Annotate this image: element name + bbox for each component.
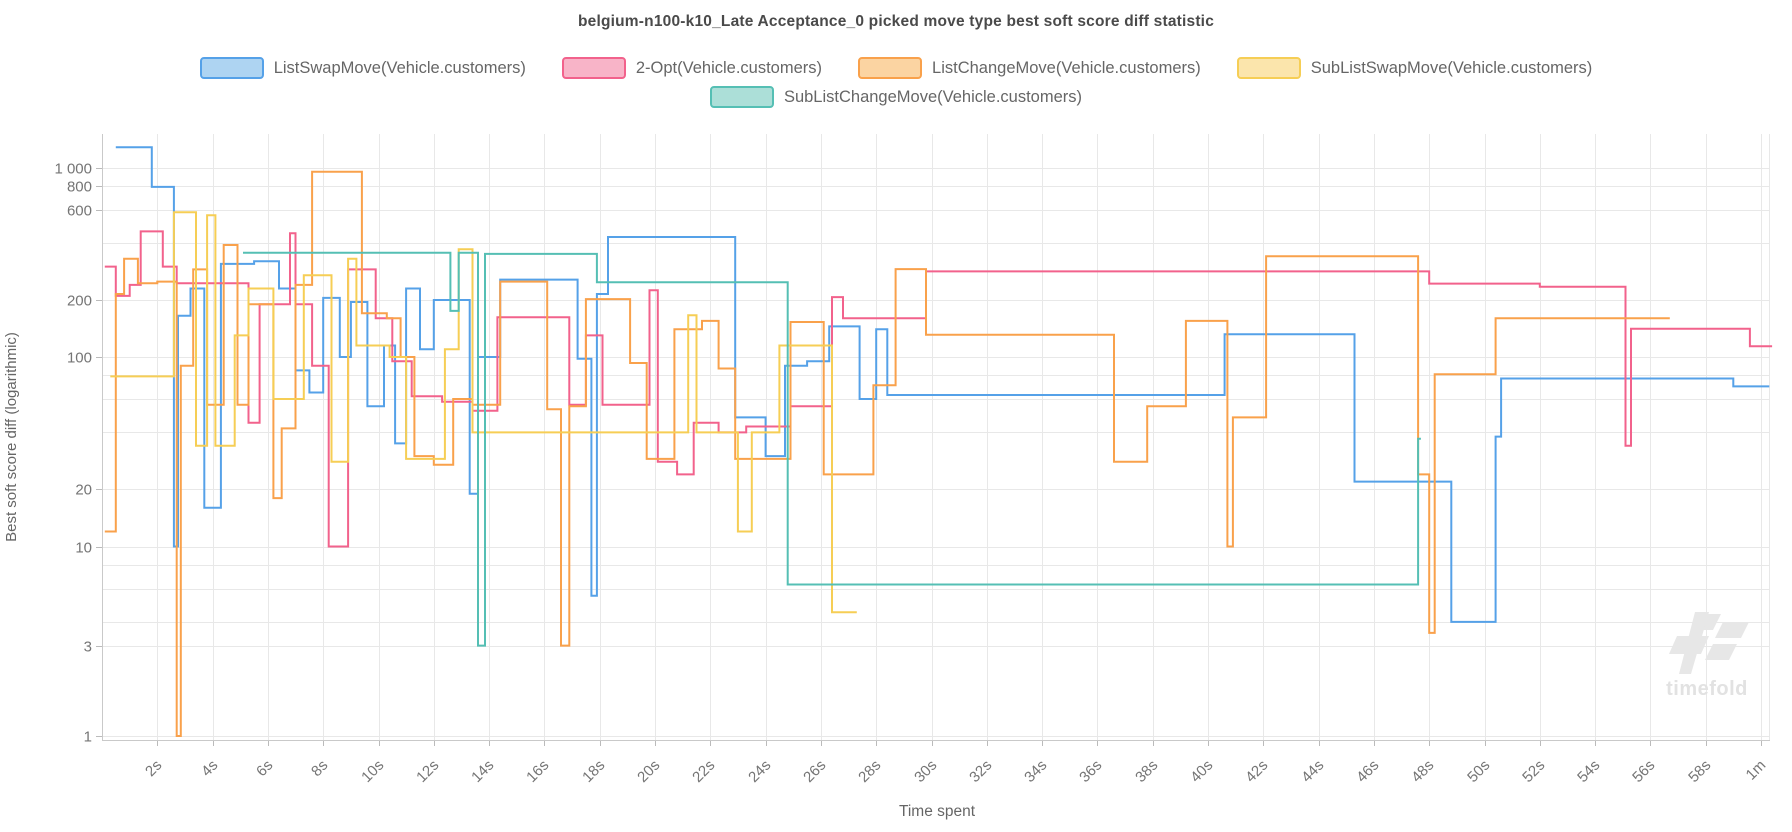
x-tick-label: 14s: [468, 757, 497, 786]
x-tick-label: 34s: [1021, 757, 1050, 786]
legend-item-0[interactable]: ListSwapMove(Vehicle.customers): [199, 57, 526, 79]
x-tick-label: 16s: [523, 757, 552, 786]
x-tick-label: 54s: [1574, 757, 1603, 786]
legend-item-label: SubListSwapMove(Vehicle.customers): [1310, 58, 1593, 77]
x-tick-label: 32s: [966, 757, 995, 786]
legend-item-4[interactable]: SubListChangeMove(Vehicle.customers): [709, 86, 1083, 108]
x-tick-label: 56s: [1629, 757, 1658, 786]
y-axis-title: Best soft score diff (logarithmic): [3, 332, 20, 542]
x-axis-title: Time spent: [899, 803, 976, 820]
y-tick-label: 1: [84, 729, 92, 746]
series-line-3: [110, 211, 857, 614]
legend-item-2[interactable]: ListChangeMove(Vehicle.customers): [858, 57, 1201, 79]
x-tick-label: 48s: [1408, 757, 1437, 786]
y-tick-label: 600: [67, 203, 92, 220]
legend-item-label: ListSwapMove(Vehicle.customers): [273, 58, 526, 77]
y-tick-label: 20: [75, 482, 92, 499]
axis-lines: [96, 134, 1770, 746]
series-line-0: [115, 146, 1770, 623]
x-tick-label: 44s: [1298, 757, 1327, 786]
x-tick-label: 8s: [308, 757, 331, 780]
legend-swatch-icon: [1236, 57, 1301, 79]
x-tick-label: 42s: [1242, 757, 1271, 786]
x-tick-label: 30s: [911, 757, 940, 786]
chart-title: belgium-n100-k10_Late Acceptance_0 picke…: [577, 13, 1215, 30]
legend-item-1[interactable]: 2-Opt(Vehicle.customers): [561, 57, 823, 79]
series-line-2: [104, 170, 1670, 737]
y-tick-label: 1 000: [54, 161, 92, 178]
x-tick-label: 20s: [634, 757, 663, 786]
x-tick-label: 36s: [1076, 757, 1105, 786]
y-tick-label: 800: [67, 179, 92, 196]
timefold-tf-logo-icon: [1669, 612, 1749, 674]
x-tick-label: 52s: [1519, 757, 1548, 786]
x-tick-label: 58s: [1685, 757, 1714, 786]
legend-swatch-icon: [709, 86, 774, 108]
x-tick-label: 10s: [358, 757, 387, 786]
x-tick-label: 22s: [689, 757, 718, 786]
legend-row-1: ListSwapMove(Vehicle.customers) 2-Opt(Veh…: [199, 57, 1593, 79]
x-tick-label: 6s: [253, 757, 276, 780]
x-tick-label: 24s: [745, 757, 774, 786]
x-tick-label: 2s: [142, 757, 165, 780]
gridlines: [102, 134, 1770, 740]
legend-item-label: 2-Opt(Vehicle.customers): [635, 58, 823, 77]
legend-swatch-icon: [199, 57, 264, 79]
x-tick-label: 28s: [855, 757, 884, 786]
x-tick-label: 46s: [1353, 757, 1382, 786]
watermark-text: timefold: [1666, 678, 1748, 700]
chart-legend: ListSwapMove(Vehicle.customers) 2-Opt(Veh…: [0, 57, 1792, 108]
x-tick-label: 4s: [198, 757, 221, 780]
series-line-1: [104, 230, 1773, 548]
x-tick-label: 40s: [1187, 757, 1216, 786]
y-tick-label: 10: [75, 540, 92, 557]
legend-item-label: SubListChangeMove(Vehicle.customers): [783, 87, 1083, 106]
series-lines: [104, 146, 1773, 737]
watermark: timefold: [1652, 612, 1762, 701]
legend-item-label: ListChangeMove(Vehicle.customers): [932, 58, 1201, 77]
legend-item-3[interactable]: SubListSwapMove(Vehicle.customers): [1236, 57, 1593, 79]
legend-swatch-icon: [561, 57, 626, 79]
x-tick-label: 38s: [1132, 757, 1161, 786]
x-tick-label: 1m: [1743, 757, 1770, 784]
legend-swatch-icon: [858, 57, 923, 79]
y-tick-label: 200: [67, 293, 92, 310]
x-tick-label: 18s: [579, 757, 608, 786]
legend-row-2: SubListChangeMove(Vehicle.customers): [709, 86, 1083, 108]
series-line-4: [243, 251, 1421, 647]
y-tick-label: 3: [84, 639, 92, 656]
x-tick-label: 50s: [1464, 757, 1493, 786]
y-tick-label: 100: [67, 350, 92, 367]
x-tick-label: 12s: [413, 757, 442, 786]
x-tick-label: 26s: [800, 757, 829, 786]
